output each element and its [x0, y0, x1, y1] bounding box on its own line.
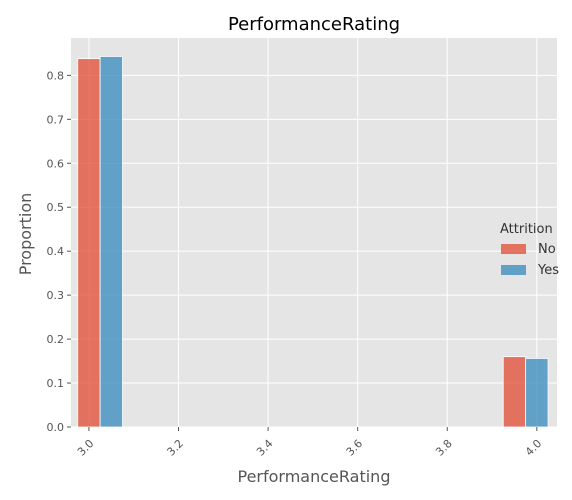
y-tick-label: 0.3: [47, 289, 65, 302]
y-tick-label: 0.2: [47, 333, 65, 346]
legend-swatch-yes: [501, 265, 526, 275]
legend-title: Attrition: [500, 222, 553, 237]
y-axis-ticks: 0.0 0.1 0.2 0.3 0.4 0.5 0.6 0.7 0.8: [47, 69, 71, 434]
x-axis-label: PerformanceRating: [238, 467, 391, 486]
x-tick-label: 3.8: [433, 437, 455, 459]
x-axis-ticks: 3.0 3.2 3.4 3.6 3.8 4.0: [75, 427, 544, 459]
y-tick-label: 0.1: [47, 377, 65, 390]
x-tick-label: 4.0: [523, 437, 545, 459]
bar-yes: [99, 56, 123, 428]
y-axis-label: Proportion: [16, 193, 35, 276]
y-tick-label: 0.5: [47, 201, 65, 214]
x-tick-label: 3.4: [254, 437, 276, 459]
x-tick-label: 3.0: [75, 437, 97, 459]
y-tick-label: 0.7: [47, 113, 65, 126]
bar-no: [502, 356, 527, 428]
bar-no: [77, 58, 101, 428]
legend: Attrition No Yes: [500, 222, 559, 278]
y-tick-label: 0.0: [47, 421, 65, 434]
grid-lines: [71, 38, 557, 428]
y-tick-label: 0.8: [47, 69, 65, 82]
bar-yes: [525, 358, 549, 428]
y-tick-label: 0.6: [47, 157, 65, 170]
legend-label-yes: Yes: [537, 263, 559, 278]
y-tick-label: 0.4: [47, 245, 65, 258]
x-tick-label: 3.6: [344, 437, 366, 459]
x-tick-label: 3.2: [164, 437, 186, 459]
bars: [77, 56, 549, 428]
legend-swatch-no: [501, 244, 526, 254]
plot-area: [71, 38, 557, 427]
legend-label-no: No: [538, 242, 556, 257]
chart-title: PerformanceRating: [228, 14, 400, 35]
